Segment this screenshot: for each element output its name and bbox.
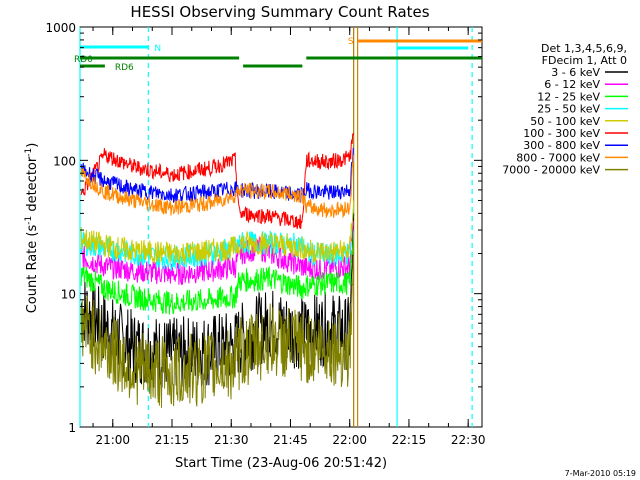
x-tick-label-5: 22:15 (392, 433, 427, 447)
series-line-4 (80, 200, 355, 265)
legend-header-line-1: Det 1,3,4,5,6,9, (541, 42, 627, 55)
x-tick-label-6: 22:30 (451, 433, 486, 447)
series-line-7 (80, 154, 355, 219)
legend-label-7: 800 - 7000 keV (516, 151, 600, 164)
legend-label-2: 12 - 25 keV (537, 90, 600, 103)
x-tick-label-2: 21:30 (214, 433, 249, 447)
y-tick-label-3: 1000 (45, 21, 76, 35)
series-line-6 (80, 147, 355, 203)
legend-label-8: 7000 - 20000 keV (502, 164, 600, 177)
x-tick-label-4: 22:00 (332, 433, 367, 447)
legend-label-1: 6 - 12 keV (544, 78, 600, 91)
y-tick-label-2: 100 (53, 154, 76, 168)
legend-label-4: 50 - 100 keV (530, 115, 600, 128)
x-tick-label-0: 21:00 (95, 433, 130, 447)
y-axis-label: Count Rate (s-1 detector-1) (24, 143, 40, 314)
series-line-5 (80, 132, 355, 230)
legend: Det 1,3,4,5,6,9, FDecim 1, Att 0 3 - 6 k… (502, 42, 628, 177)
series-line-8 (80, 253, 355, 408)
x-tick-label-1: 21:15 (155, 433, 190, 447)
flag-label-0: N (154, 44, 161, 54)
x-tick-label-3: 21:45 (273, 433, 308, 447)
legend-label-3: 25 - 50 keV (537, 103, 600, 116)
axis-ticks: 21:00 21:15 21:30 21:45 22:00 22:15 22:30 1 10 10… (45, 21, 485, 447)
flag-label-1: RD0 (74, 55, 93, 65)
series-lines (80, 132, 355, 408)
legend-label-5: 100 - 300 keV (523, 127, 600, 140)
legend-label-0: 3 - 6 keV (551, 66, 600, 79)
flag-label-2: RD6 (115, 63, 134, 73)
y-tick-label-1: 10 (61, 288, 76, 302)
footer-timestamp: 7-Mar-2010 05:19 (565, 469, 636, 478)
series-line-1 (80, 220, 355, 285)
legend-label-6: 300 - 800 keV (523, 139, 600, 152)
legend-header-line-2: FDecim 1, Att 0 (542, 54, 627, 67)
series-line-2 (80, 230, 355, 315)
flag-bars: N RD0 RD6 S (74, 37, 482, 73)
x-axis-label: Start Time (23-Aug-06 20:51:42) (175, 456, 387, 471)
chart-title: HESSI Observing Summary Count Rates (130, 3, 429, 21)
y-tick-label-0: 1 (68, 421, 76, 435)
flag-label-5: S (348, 37, 354, 47)
